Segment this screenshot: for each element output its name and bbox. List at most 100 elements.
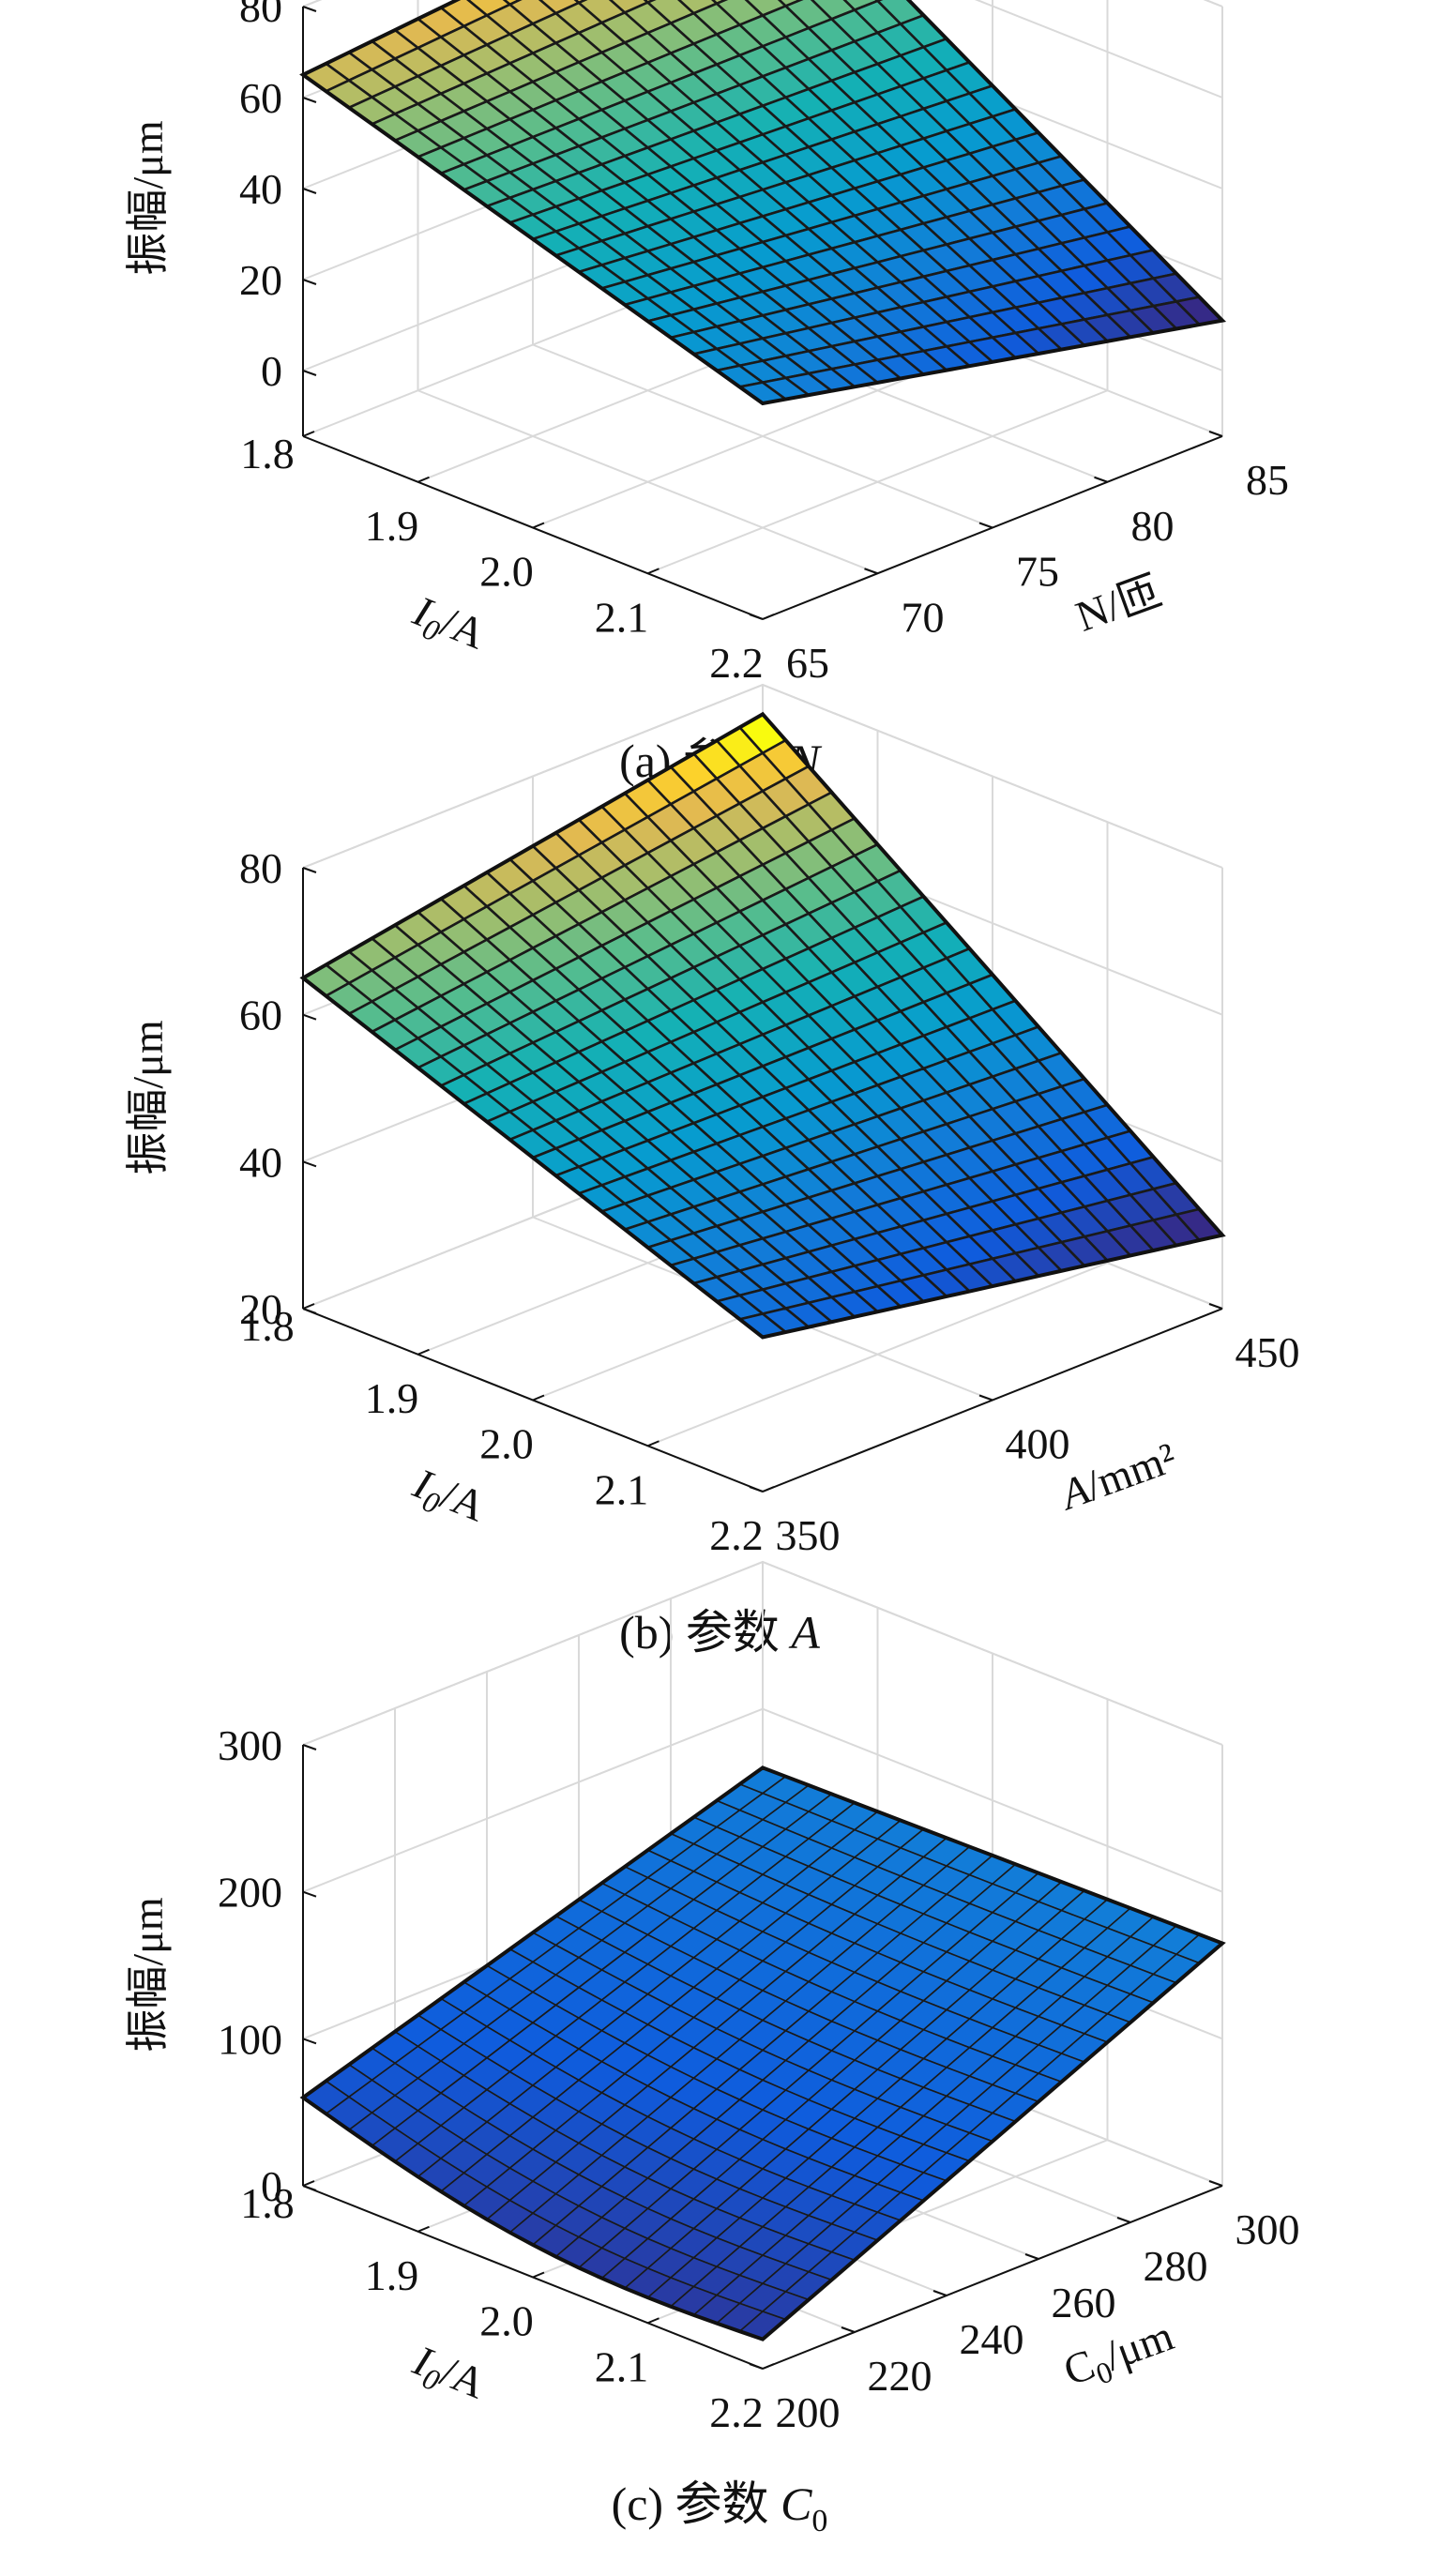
x-axis-label-tail: /A [434, 2347, 493, 2408]
x-axis-label: I0/A [403, 2336, 492, 2414]
y-tick-mark [749, 614, 764, 620]
x-tick-mark [762, 1486, 775, 1493]
z-tick-mark [302, 279, 317, 285]
y-tick-label: 300 [1235, 2205, 1300, 2253]
x-tick-label: 2.2 [709, 1511, 764, 1559]
y-tick-label: 240 [960, 2315, 1024, 2363]
z-tick-mark [302, 1160, 317, 1168]
x-axis-label: I0/A [403, 586, 492, 664]
surface-mesh [299, 0, 1227, 406]
x-tick-label: 2.2 [709, 2388, 764, 2436]
y-tick-mark [932, 2290, 947, 2296]
x-tick-label: 1.9 [365, 1374, 419, 1422]
surface-outline [299, 0, 1227, 406]
y-tick-mark [978, 1394, 993, 1402]
x-tick-mark [647, 568, 659, 575]
y-tick-label: 65 [786, 639, 829, 687]
caption-variable: A [788, 1606, 820, 1659]
x-tick-mark [762, 2363, 775, 2370]
x-tick-mark [762, 614, 775, 620]
z-axis-label: 振幅/μm [124, 1020, 172, 1174]
y-axis-line [762, 2185, 1223, 2370]
z-axis-label: 振幅/μm [124, 1897, 172, 2052]
surface-mesh [299, 711, 1226, 1340]
y-tick-mark [1116, 2217, 1131, 2223]
z-tick-mark [302, 6, 317, 12]
z-tick-label: 80 [239, 0, 282, 31]
x-tick-label: 1.8 [240, 2179, 295, 2227]
y-tick-label: 450 [1235, 1328, 1300, 1376]
caption-subscript: 0 [811, 2504, 827, 2538]
caption-variable: C [781, 2478, 812, 2530]
x-tick-mark [302, 2180, 315, 2187]
y-tick-label: 350 [776, 1511, 841, 1559]
z-tick-label: 200 [218, 1869, 282, 1917]
y-tick-mark [1208, 2180, 1223, 2187]
x-tick-mark [647, 1440, 659, 1447]
z-tick-mark [302, 1890, 317, 1898]
y-tick-label: 75 [1016, 548, 1059, 596]
grid-line [762, 1707, 1223, 1893]
caption-prefix: (b) 参数 [619, 1606, 791, 1659]
z-tick-label: 40 [239, 1138, 282, 1186]
x-tick-label: 1.9 [365, 502, 419, 550]
y-axis-label: N/匝 [1069, 566, 1167, 640]
z-tick-mark [302, 1744, 317, 1750]
z-tick-mark [302, 2185, 317, 2191]
y-tick-mark [1024, 2253, 1039, 2260]
grid-line [532, 343, 993, 529]
caption-prefix: (c) 参数 [612, 2478, 781, 2530]
z-tick-label: 300 [218, 1721, 282, 1769]
y-tick-mark [1094, 476, 1108, 483]
y-tick-mark [749, 1486, 764, 1493]
x-axis-label-tail: /A [434, 598, 493, 659]
grid-line [417, 389, 878, 575]
z-tick-label: 20 [239, 1285, 282, 1333]
z-tick-label: 100 [218, 2015, 282, 2063]
z-tick-label: 20 [239, 256, 282, 304]
y-tick-label: 260 [1052, 2279, 1116, 2326]
y-tick-mark [978, 522, 993, 529]
z-tick-mark [302, 1013, 317, 1021]
x-tick-mark [417, 476, 430, 483]
grid-line [302, 1707, 764, 1893]
x-tick-mark [302, 431, 315, 437]
box-edge [302, 1560, 1223, 1746]
z-tick-mark [302, 370, 317, 376]
z-tick-label: 60 [239, 992, 282, 1039]
x-tick-label: 2.0 [479, 2297, 534, 2345]
y-tick-label: 280 [1144, 2242, 1208, 2290]
x-tick-mark [302, 1303, 315, 1310]
y-tick-mark [1208, 431, 1223, 437]
y-tick-mark [841, 2326, 856, 2333]
y-axis-label: A/mm² [1052, 1433, 1182, 1520]
x-tick-label: 2.0 [479, 548, 534, 596]
surface-outline [299, 711, 1226, 1340]
x-tick-label: 2.2 [709, 639, 764, 687]
x-tick-label: 2.0 [479, 1420, 534, 1468]
y-tick-label: 80 [1131, 502, 1175, 550]
z-tick-label: 40 [239, 165, 282, 213]
z-tick-mark [302, 1308, 317, 1314]
box-edge [302, 683, 1223, 869]
x-tick-label: 1.8 [240, 1302, 295, 1350]
z-tick-mark [302, 97, 317, 103]
y-axis-label-main: N/匝 [1069, 566, 1167, 640]
x-tick-label: 2.1 [595, 593, 649, 641]
y-tick-label: 200 [776, 2388, 841, 2436]
y-tick-label: 220 [868, 2352, 932, 2400]
z-tick-label: 0 [261, 2162, 282, 2210]
z-axis-label: 振幅/μm [124, 120, 172, 275]
y-tick-mark [749, 2363, 764, 2370]
z-tick-label: 80 [239, 844, 282, 892]
x-axis-label: I0/A [403, 1459, 492, 1537]
z-tick-mark [302, 2038, 317, 2045]
y-tick-label: 70 [902, 593, 945, 641]
z-tick-label: 60 [239, 74, 282, 122]
x-axis-label-tail: /A [434, 1470, 493, 1531]
y-tick-mark [864, 568, 878, 575]
y-tick-label: 400 [1006, 1420, 1070, 1468]
x-tick-mark [417, 1348, 430, 1356]
x-tick-mark [532, 2271, 545, 2279]
